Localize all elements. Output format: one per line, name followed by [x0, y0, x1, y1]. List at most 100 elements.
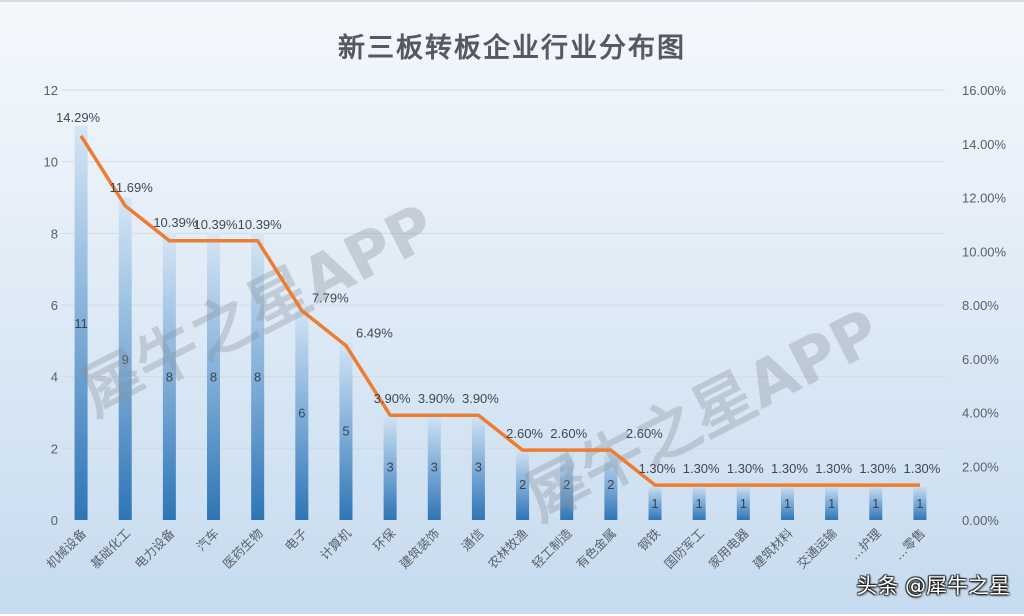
x-axis-category-label: 医药生物 — [220, 526, 266, 572]
bar-value-label: 8 — [254, 370, 261, 385]
bar[interactable] — [692, 484, 706, 520]
bar[interactable] — [780, 484, 794, 520]
bar[interactable] — [118, 197, 132, 521]
line-data-label: 1.30% — [859, 461, 896, 476]
bar[interactable] — [427, 412, 441, 521]
y2-axis-tick-label: 4.00% — [962, 406, 999, 421]
percentage-line[interactable] — [79, 135, 920, 487]
bar[interactable] — [383, 412, 397, 521]
line-data-label: 3.90% — [462, 391, 499, 406]
y2-axis-tick-label: 8.00% — [962, 298, 999, 313]
line-data-label: 14.29% — [56, 110, 101, 125]
bar-value-label: 9 — [122, 352, 129, 367]
y2-axis-tick-label: 6.00% — [962, 352, 999, 367]
line-data-label: 11.69% — [110, 180, 154, 195]
bar[interactable] — [471, 412, 485, 521]
bar[interactable] — [251, 233, 265, 521]
line-data-label: 1.30% — [727, 461, 764, 476]
bar-value-label: 5 — [342, 423, 349, 438]
x-axis-category-label: 基础化工 — [87, 526, 133, 572]
y2-axis-tick-label: 10.00% — [962, 244, 1007, 259]
bar[interactable] — [516, 448, 530, 520]
x-axis-category-label: 有色金属 — [573, 526, 619, 572]
line-data-label: 1.30% — [771, 461, 808, 476]
bar[interactable] — [736, 484, 750, 520]
x-axis-category-label: 国防军工 — [661, 526, 707, 572]
x-axis-category-label: 农林牧渔 — [485, 526, 531, 572]
bar[interactable] — [648, 484, 662, 520]
bar-value-label: 8 — [210, 370, 217, 385]
bar-value-label: 2 — [563, 477, 570, 492]
line-data-label: 2.60% — [626, 426, 663, 441]
x-axis-category-label: 计算机 — [317, 525, 354, 562]
x-axis-category-label: 电子 — [282, 526, 310, 554]
bar-value-label: 2 — [519, 477, 526, 492]
source-credit: 头条 @犀牛之星 — [856, 574, 1010, 598]
bar-value-label: 3 — [431, 459, 438, 474]
bar-value-label: 8 — [166, 370, 173, 385]
line-data-label: 7.79% — [312, 291, 349, 306]
bar-value-label: 1 — [784, 496, 791, 511]
line-data-label: 2.60% — [550, 426, 587, 441]
y2-axis-tick-label: 16.00% — [962, 83, 1007, 98]
line-data-label: 10.39% — [238, 217, 283, 232]
y2-axis-tick-label: 0.00% — [962, 513, 999, 528]
line-data-label: 6.49% — [356, 326, 393, 341]
line-data-label: 3.90% — [374, 391, 411, 406]
x-axis-category-label: …护理 — [847, 525, 884, 562]
x-axis-category-label: …零售 — [891, 526, 928, 563]
bar[interactable] — [869, 484, 883, 520]
x-axis-category-label: 家用电器 — [705, 525, 751, 571]
bar-value-label: 1 — [740, 496, 747, 511]
line-data-label: 1.30% — [683, 461, 720, 476]
y2-axis-tick-label: 14.00% — [962, 137, 1007, 152]
bar-value-label: 3 — [475, 459, 482, 474]
x-axis-category-label: 建筑材料 — [750, 525, 796, 571]
bar-value-label: 1 — [872, 496, 879, 511]
x-axis-category-label: 环保 — [370, 525, 399, 554]
bar[interactable] — [913, 484, 927, 520]
y-axis-tick-label: 8 — [51, 226, 58, 241]
x-axis-category-label: 交通运输 — [794, 525, 840, 571]
bar[interactable] — [339, 340, 353, 520]
line-data-label: 1.30% — [639, 461, 676, 476]
bar-value-label: 11 — [74, 316, 88, 331]
bar[interactable] — [604, 448, 618, 520]
line-data-label: 10.39% — [153, 215, 198, 230]
line-data-label: 3.90% — [418, 391, 455, 406]
bar-value-label: 6 — [298, 406, 305, 421]
bar[interactable] — [162, 233, 176, 521]
bar-value-label: 1 — [828, 496, 835, 511]
bar[interactable] — [825, 484, 839, 520]
bar-value-label: 2 — [607, 477, 614, 492]
y-axis-tick-label: 0 — [51, 513, 58, 528]
x-axis-category-label: 建筑装饰 — [396, 526, 442, 572]
bar[interactable] — [207, 233, 221, 521]
line-data-label: 10.39% — [193, 217, 238, 232]
y-axis-tick-label: 2 — [51, 441, 58, 456]
x-axis-category-label: 钢铁 — [635, 525, 664, 554]
x-axis-category-label: 通信 — [458, 526, 486, 554]
x-axis-category-label: 电力设备 — [132, 525, 178, 571]
bar[interactable] — [295, 305, 309, 520]
y-axis-tick-label: 12 — [44, 83, 58, 98]
bar-value-label: 1 — [696, 496, 703, 511]
line-data-label: 2.60% — [506, 426, 543, 441]
bar-value-label: 1 — [916, 496, 923, 511]
chart-title: 新三板转板企业行业分布图 — [338, 33, 686, 64]
y-axis-tick-label: 10 — [44, 155, 58, 170]
y-axis-tick-label: 6 — [51, 298, 58, 313]
line-data-label: 1.30% — [815, 461, 852, 476]
bar[interactable] — [74, 125, 88, 520]
bar[interactable] — [560, 448, 574, 520]
bar-value-label: 1 — [651, 496, 658, 511]
line-data-label: 1.30% — [903, 461, 940, 476]
x-axis-category-label: 汽车 — [193, 526, 221, 554]
x-axis-category-label: 机械设备 — [43, 525, 89, 571]
bar-value-label: 3 — [387, 459, 394, 474]
y2-axis-tick-label: 12.00% — [962, 191, 1007, 206]
y2-axis-tick-label: 2.00% — [962, 459, 999, 474]
y-axis-tick-label: 4 — [51, 370, 58, 385]
